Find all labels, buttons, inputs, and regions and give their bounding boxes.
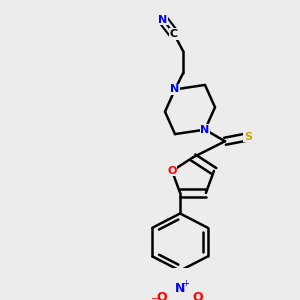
Text: −: − bbox=[151, 294, 159, 300]
Text: O: O bbox=[157, 291, 167, 300]
Text: N: N bbox=[200, 124, 210, 135]
Text: N: N bbox=[170, 84, 180, 94]
Text: N: N bbox=[158, 15, 168, 25]
Text: C: C bbox=[170, 29, 178, 39]
Text: O: O bbox=[167, 166, 177, 176]
Text: S: S bbox=[244, 132, 252, 142]
Text: N: N bbox=[175, 282, 185, 295]
Text: +: + bbox=[183, 279, 190, 288]
Text: O: O bbox=[193, 291, 203, 300]
